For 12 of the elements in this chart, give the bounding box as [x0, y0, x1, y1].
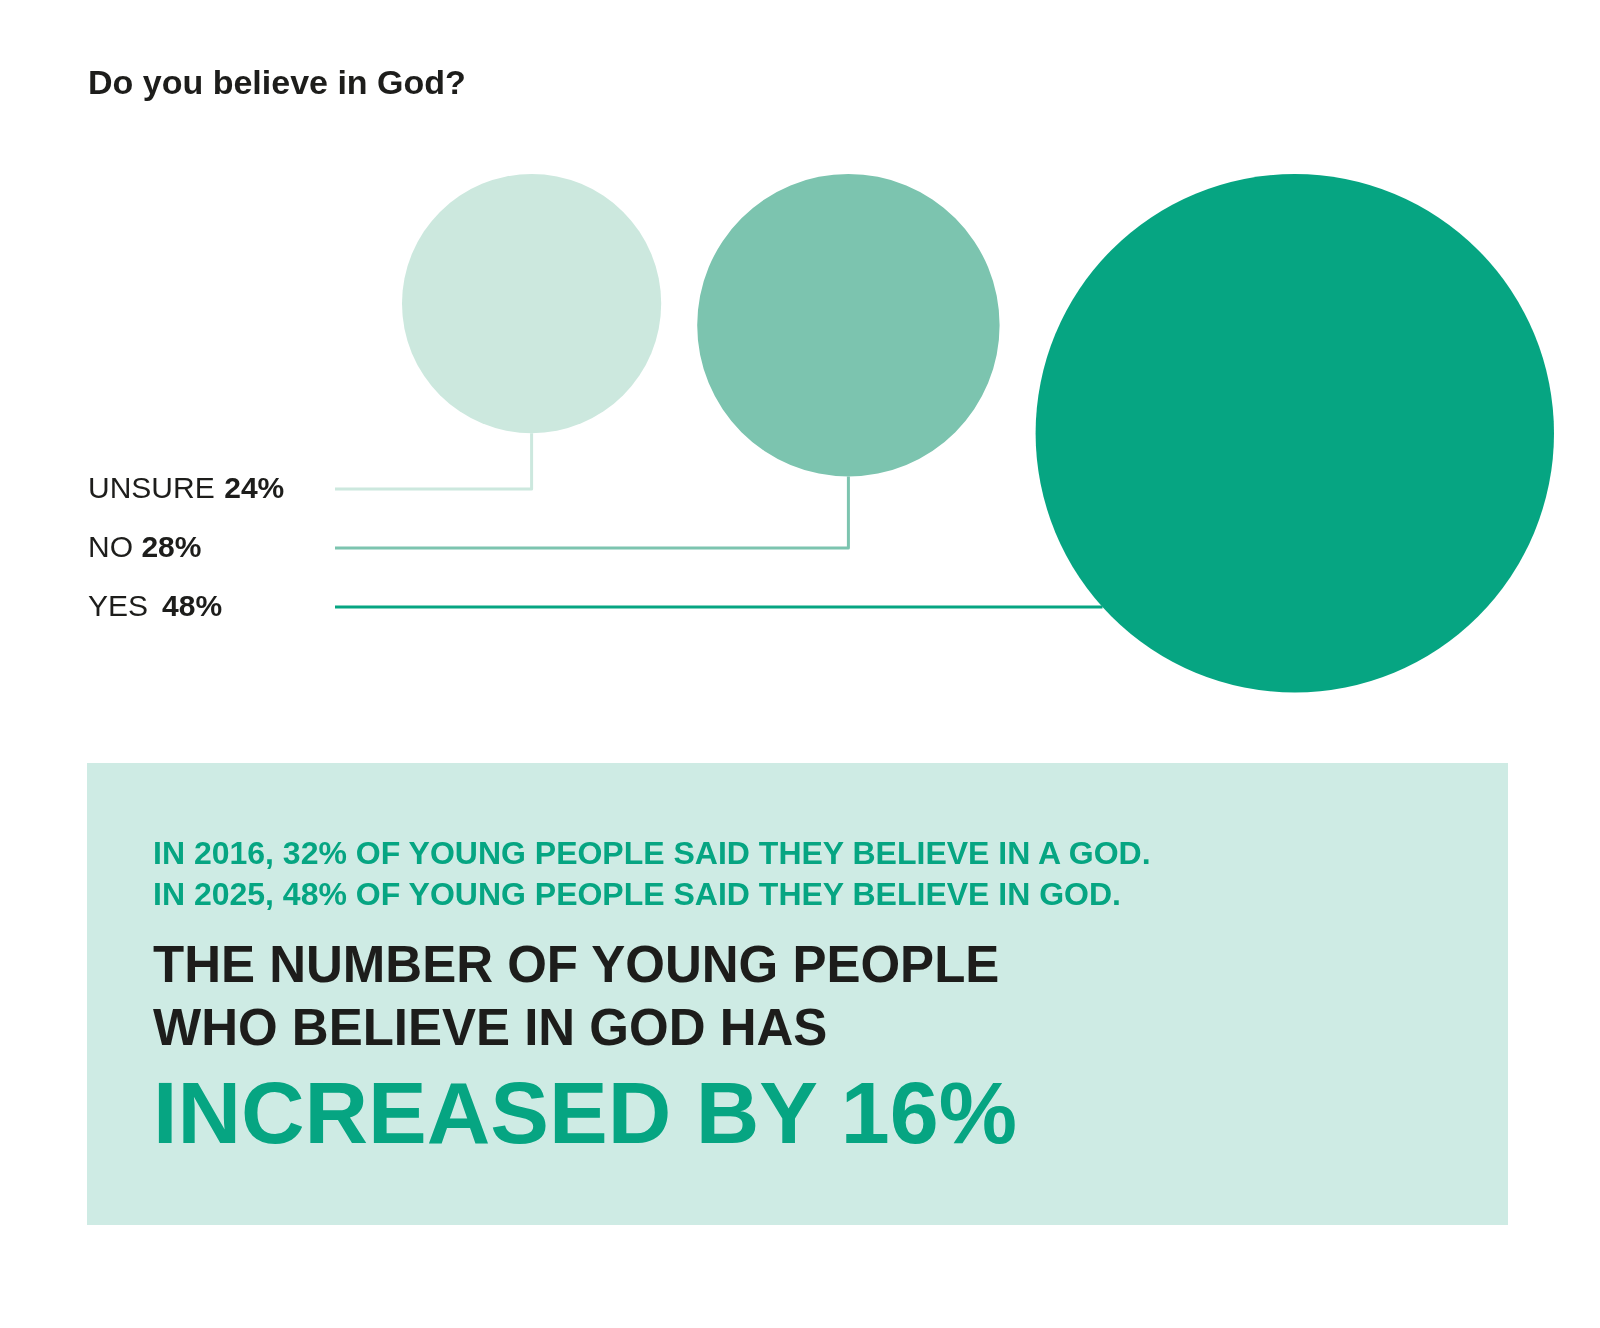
- category-label: UNSURE: [88, 471, 215, 504]
- text: INCREASED BY 16%: [153, 1063, 1017, 1162]
- text: Do you believe in God?: [88, 63, 466, 101]
- text: THE NUMBER OF YOUNG PEOPLE: [153, 936, 1000, 993]
- data-label: 24%: [224, 471, 285, 504]
- data-label: 28%: [141, 530, 202, 563]
- category-label: YES: [88, 589, 149, 622]
- text: IN 2025, 48% OF YOUNG PEOPLE SAID THEY BELIEVE IN GOD.: [153, 876, 1121, 912]
- category-label: NO: [88, 530, 133, 563]
- data-label: 48%: [162, 589, 223, 622]
- text: WHO BELIEVE IN GOD HAS: [153, 999, 828, 1056]
- text: IN 2016, 32% OF YOUNG PEOPLE SAID THEY BELIEVE IN A GOD.: [153, 835, 1151, 871]
